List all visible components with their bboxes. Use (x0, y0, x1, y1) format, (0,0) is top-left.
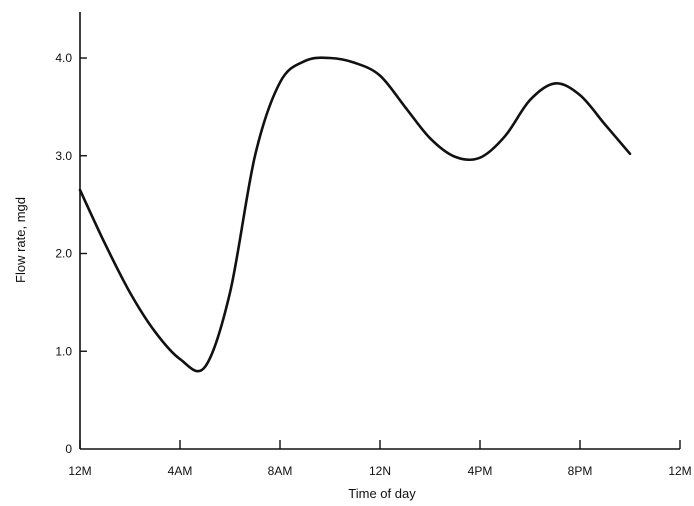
x-tick-label: 4PM (468, 464, 493, 478)
x-tick-label: 12M (68, 464, 91, 478)
x-axis-title: Time of day (348, 486, 416, 501)
flow-rate-series-line (78, 56, 632, 373)
y-tick-label: 1.0 (55, 344, 72, 358)
axes (79, 12, 680, 450)
y-tick-label: 2.0 (55, 247, 72, 261)
y-tick-label: 0 (65, 442, 72, 456)
x-ticks: 12M 4AM 8AM 12N 4PM 8PM 12M (68, 440, 692, 478)
x-tick-label: 4AM (168, 464, 193, 478)
y-axis-title: Flow rate, mgd (13, 197, 28, 283)
x-tick-label: 12N (369, 464, 391, 478)
y-ticks: 0 1.0 2.0 3.0 4.0 (55, 51, 87, 456)
x-tick-label: 12M (668, 464, 691, 478)
x-tick-label: 8AM (268, 464, 293, 478)
y-tick-label: 4.0 (55, 51, 72, 65)
y-tick-label: 3.0 (55, 149, 72, 163)
series-group (78, 56, 632, 373)
x-tick-label: 8PM (568, 464, 593, 478)
